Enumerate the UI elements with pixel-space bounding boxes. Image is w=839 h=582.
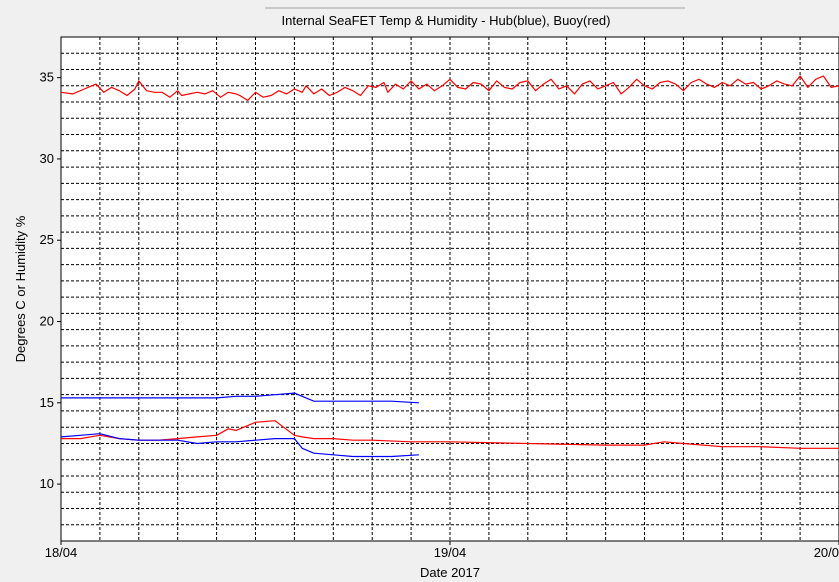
grid [61,37,839,541]
y-tick-label: 30 [40,151,54,166]
y-tick-label: 10 [40,476,54,491]
x-axis-label: Date 2017 [420,565,480,580]
y-axis-label: Degrees C or Humidity % [13,215,28,362]
x-tick-label: 18/04 [45,545,78,560]
series-line-3 [61,392,419,404]
y-axis-ticks: 10 15 20 25 30 35 [40,70,61,491]
chart-title: Internal SeaFET Temp & Humidity - Hub(bl… [282,13,611,28]
y-tick-label: 35 [40,70,54,85]
series-layer [60,75,839,458]
series-line-4 [60,433,419,458]
y-tick-label: 20 [40,314,54,329]
y-tick-label: 25 [40,232,54,247]
x-tick-label: 20/0 [814,545,839,560]
series-line-1 [60,75,839,102]
y-tick-label: 15 [40,395,54,410]
x-axis-ticks: 18/04 19/04 20/0 [45,541,839,560]
x-tick-label: 19/04 [434,545,467,560]
